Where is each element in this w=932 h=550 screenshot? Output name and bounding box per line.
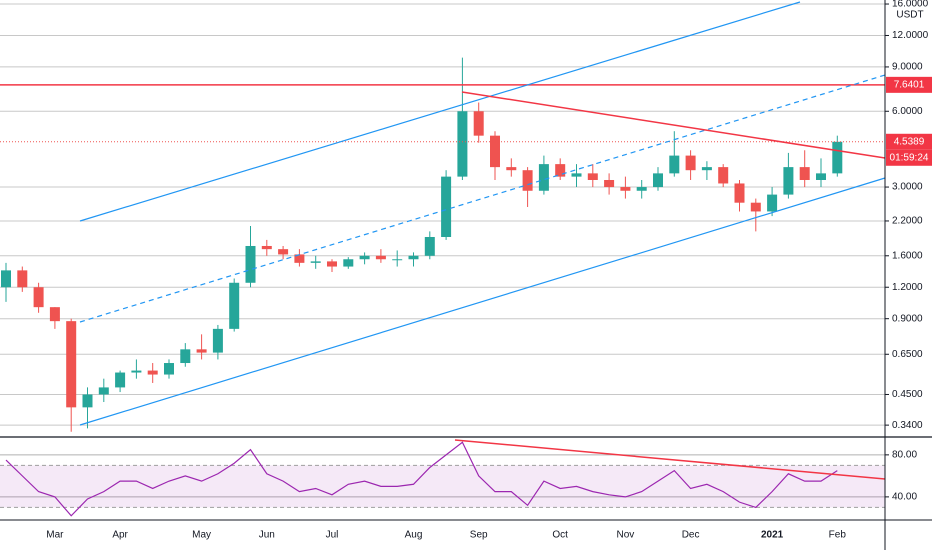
- candle-body: [734, 183, 745, 203]
- y-tick-label: 16.0000: [892, 0, 929, 10]
- candle-body: [701, 167, 712, 171]
- candle-body: [164, 363, 174, 375]
- x-tick-label: Apr: [112, 530, 128, 541]
- x-tick-label: Jun: [259, 530, 275, 541]
- candle-body: [604, 179, 615, 188]
- candle-body: [196, 349, 207, 353]
- rsi-trendline: [454, 439, 886, 480]
- y-tick-label: 9.0000: [892, 62, 923, 73]
- candle-body: [49, 307, 60, 322]
- channel-lower: [79, 177, 886, 426]
- candle-body: [98, 387, 109, 395]
- candle-body: [490, 135, 500, 168]
- candle-body: [750, 202, 761, 212]
- y-tick-label: 12.0000: [892, 30, 929, 41]
- last-price-label-box: [886, 133, 932, 150]
- candle-body: [620, 187, 631, 191]
- x-tick-label: Sep: [470, 530, 488, 541]
- y-tick-label: 3.0000: [892, 182, 923, 193]
- y-tick-label: 0.6500: [892, 349, 923, 360]
- candle-body: [1, 270, 11, 288]
- x-tick-label: 2021: [761, 530, 784, 541]
- candle-body: [441, 176, 452, 237]
- candle-body: [115, 372, 126, 388]
- candle-body: [229, 282, 240, 329]
- candle-body: [555, 164, 566, 177]
- countdown-label: 01:59:24: [890, 152, 929, 163]
- currency-label: USDT: [896, 10, 923, 21]
- candle-body: [653, 173, 663, 188]
- y-tick-label: 6.0000: [892, 106, 923, 117]
- y-tick-label: 1.2000: [892, 282, 923, 293]
- candle-body: [294, 254, 305, 263]
- candle-body: [261, 245, 272, 250]
- candle-body: [685, 155, 696, 171]
- candle-body: [343, 259, 354, 267]
- candle-body: [147, 370, 158, 375]
- candle-body: [587, 173, 598, 180]
- x-tick-label: Jul: [326, 530, 339, 541]
- candle-body: [506, 167, 517, 171]
- candle-body: [799, 167, 810, 180]
- y-tick-label: 0.3400: [892, 420, 923, 431]
- candle-body: [392, 259, 403, 261]
- candle-body: [669, 155, 680, 174]
- rsi-line: [5, 441, 838, 517]
- candle-body: [783, 167, 794, 195]
- candle-body: [767, 194, 778, 212]
- candle-body: [180, 349, 191, 364]
- candle-body: [212, 328, 223, 353]
- drawings: [79, 1, 886, 480]
- y-tick-label: 40.00: [892, 492, 917, 503]
- x-tick-label: Feb: [829, 530, 847, 541]
- candle-body: [408, 255, 419, 260]
- x-tick-label: Aug: [405, 530, 423, 541]
- candle-body: [832, 141, 843, 174]
- resistance-line: [461, 91, 886, 159]
- candle-body: [473, 111, 484, 136]
- candle-body: [718, 167, 729, 184]
- y-tick-label: 0.4500: [892, 389, 923, 400]
- marks: [0, 57, 885, 517]
- candle-body: [522, 170, 533, 191]
- candle-body: [327, 261, 337, 267]
- candle-body: [82, 394, 93, 408]
- labels: 16.0000 12.0000 9.0000 6.0000 3.0000 2.2000 1.…: [46, 0, 932, 541]
- candle-body: [245, 245, 256, 283]
- candle-body: [457, 111, 468, 177]
- candle-body: [17, 270, 28, 288]
- last-price-label: 4.5389: [894, 136, 925, 147]
- x-tick-label: Oct: [552, 530, 568, 541]
- channel-upper: [79, 1, 801, 222]
- candle-body: [310, 261, 321, 263]
- y-tick-label: 1.6000: [892, 250, 923, 261]
- candle-body: [278, 249, 289, 255]
- candle-body: [131, 370, 142, 373]
- countdown-label-box: [886, 149, 932, 166]
- candle-body: [424, 236, 435, 256]
- candle-body: [375, 255, 386, 260]
- level-label-box: [886, 76, 932, 93]
- candle-body: [359, 255, 370, 260]
- x-tick-label: May: [192, 530, 211, 541]
- x-tick-label: Dec: [682, 530, 700, 541]
- candle-body: [571, 173, 582, 177]
- y-tick-label: 0.9000: [892, 313, 923, 324]
- candle-body: [66, 321, 77, 408]
- x-tick-label: Mar: [46, 530, 64, 541]
- rsi-band: [0, 465, 885, 508]
- x-tick-label: Nov: [617, 530, 635, 541]
- candle-body: [33, 287, 44, 308]
- y-tick-label: 2.2000: [892, 216, 923, 227]
- candle-body: [816, 173, 826, 180]
- level-label: 7.6401: [894, 79, 925, 90]
- y-tick-label: 80.00: [892, 450, 917, 461]
- candle-body: [636, 187, 647, 191]
- candle-body: [538, 164, 549, 191]
